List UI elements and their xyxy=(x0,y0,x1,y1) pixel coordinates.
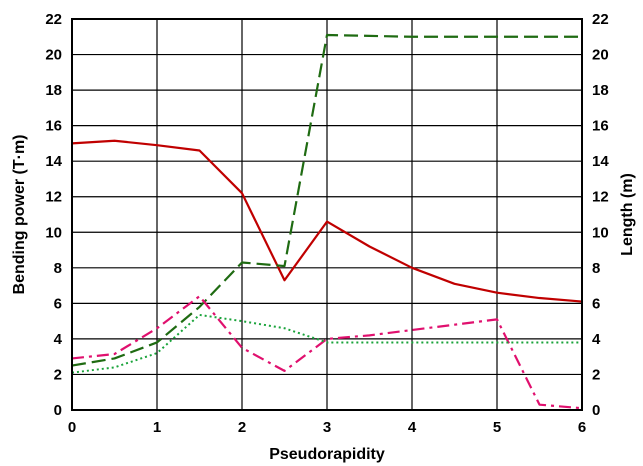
grid xyxy=(71,18,583,411)
x-tick-label: 0 xyxy=(68,419,76,436)
x-tick-label: 1 xyxy=(153,419,161,436)
y-tick-label-left: 8 xyxy=(54,260,62,277)
y-tick-label-left: 18 xyxy=(45,82,62,99)
y-tick-label-right: 0 xyxy=(592,402,600,419)
y-tick-label-left: 4 xyxy=(54,331,63,348)
y-tick-label-left: 10 xyxy=(45,224,62,241)
y-tick-label-left: 20 xyxy=(45,47,62,64)
series-line-4 xyxy=(71,313,582,374)
y-tick-label-right: 18 xyxy=(592,82,609,99)
y-tick-label-right: 8 xyxy=(592,260,600,277)
series-lines xyxy=(71,33,583,410)
plot-frame xyxy=(71,18,583,411)
y-tick-label-right: 2 xyxy=(592,366,600,383)
y-axis-title-left: Bending power (T·m) xyxy=(11,135,28,295)
series-line-2 xyxy=(71,33,582,367)
y-tick-label-left: 12 xyxy=(45,189,62,206)
y-tick-label-left: 2 xyxy=(54,366,62,383)
x-tick-label: 2 xyxy=(238,419,246,436)
y-tick-label-right: 6 xyxy=(592,295,600,312)
x-tick-label: 3 xyxy=(323,419,331,436)
y-tick-label-left: 22 xyxy=(45,11,62,28)
x-tick-label: 5 xyxy=(493,419,501,436)
y-tick-label-right: 22 xyxy=(592,11,609,28)
y-tick-label-left: 6 xyxy=(54,295,62,312)
x-tick-label: 4 xyxy=(408,419,417,436)
series-line-3 xyxy=(71,295,583,410)
x-tick-label: 6 xyxy=(578,419,586,436)
y-tick-label-right: 10 xyxy=(592,224,609,241)
y-tick-label-left: 14 xyxy=(45,153,62,170)
x-axis-title: Pseudorapidity xyxy=(269,446,385,463)
y-tick-label-right: 12 xyxy=(592,189,609,206)
y-tick-label-right: 4 xyxy=(592,331,601,348)
y-tick-label-right: 20 xyxy=(592,47,609,64)
series-line-1 xyxy=(71,139,583,303)
y-axis-title-right: Length (m) xyxy=(619,173,636,256)
y-tick-label-right: 14 xyxy=(592,153,609,170)
y-tick-label-left: 0 xyxy=(54,402,62,419)
y-tick-label-right: 16 xyxy=(592,118,609,135)
y-tick-label-left: 16 xyxy=(45,118,62,135)
